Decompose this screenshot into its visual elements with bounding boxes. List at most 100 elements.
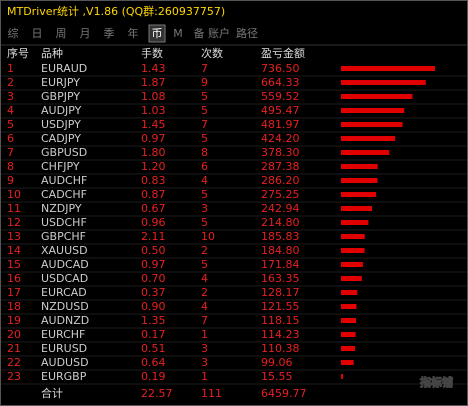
trades: 7 xyxy=(201,314,208,327)
row-index: 5 xyxy=(7,118,14,131)
trades: 2 xyxy=(201,244,208,257)
row-index: 16 xyxy=(7,272,21,285)
symbol: XAUUSD xyxy=(41,244,88,257)
profit-bar xyxy=(341,150,390,155)
symbol: EURAUD xyxy=(41,62,87,75)
tab[interactable]: 日 xyxy=(32,27,43,40)
tab-highlight xyxy=(148,24,166,43)
tab[interactable]: 季 xyxy=(104,27,115,40)
column-header: 盈亏金额 xyxy=(261,46,305,60)
row-index: 23 xyxy=(7,370,21,383)
profit: 275.25 xyxy=(261,188,300,201)
column-header: 序号 xyxy=(7,46,29,60)
row-index: 22 xyxy=(7,356,21,369)
profit: 128.17 xyxy=(261,286,300,299)
profit-bar xyxy=(341,178,378,183)
lots: 0.51 xyxy=(141,342,166,355)
profit: 664.33 xyxy=(261,76,300,89)
profit-bar xyxy=(341,94,413,99)
lots: 1.20 xyxy=(141,160,166,173)
lots: 0.83 xyxy=(141,174,166,187)
lots: 0.97 xyxy=(141,258,166,271)
total-label: 合计 xyxy=(41,386,63,400)
profit: 286.20 xyxy=(261,174,300,187)
trades: 3 xyxy=(201,356,208,369)
profit-bar xyxy=(341,122,403,127)
tab[interactable]: 账户 xyxy=(208,26,230,40)
symbol: USDCHF xyxy=(41,216,87,229)
tab[interactable]: 备 xyxy=(194,26,205,40)
symbol: AUDCHF xyxy=(41,174,87,187)
profit: 118.15 xyxy=(261,314,300,327)
symbol: AUDNZD xyxy=(41,314,89,327)
profit: 15.55 xyxy=(261,370,293,383)
symbol: CADJPY xyxy=(41,132,81,145)
lots: 1.87 xyxy=(141,76,166,89)
profit-bar xyxy=(341,262,363,267)
lots: 0.17 xyxy=(141,328,166,341)
tab[interactable]: 币 xyxy=(152,27,163,40)
row-index: 20 xyxy=(7,328,21,341)
lots: 0.64 xyxy=(141,356,166,369)
lots: 0.50 xyxy=(141,244,166,257)
profit: 481.97 xyxy=(261,118,300,131)
symbol: EURCAD xyxy=(41,286,87,299)
profit: 184.80 xyxy=(261,244,300,257)
trades: 2 xyxy=(201,286,208,299)
trades: 4 xyxy=(201,174,208,187)
lots: 1.03 xyxy=(141,104,166,117)
lots: 1.43 xyxy=(141,62,166,75)
trades: 5 xyxy=(201,216,208,229)
trades: 7 xyxy=(201,62,208,75)
symbol: GBPUSD xyxy=(41,146,87,159)
total-value: 22.57 xyxy=(141,387,173,400)
tab[interactable]: 年 xyxy=(128,26,139,40)
lots: 0.96 xyxy=(141,216,166,229)
row-index: 11 xyxy=(7,202,21,215)
symbol: CHFJPY xyxy=(41,160,80,173)
profit-bar xyxy=(341,164,378,169)
lots: 1.08 xyxy=(141,90,166,103)
symbol: AUDJPY xyxy=(41,104,82,117)
profit-bar xyxy=(341,234,365,239)
trades: 8 xyxy=(201,146,208,159)
symbol: AUDCAD xyxy=(41,258,89,271)
profit-bar xyxy=(341,304,357,309)
profit: 495.47 xyxy=(261,104,300,117)
tab[interactable]: 月 xyxy=(80,27,91,40)
row-index: 8 xyxy=(7,160,14,173)
row-index: 14 xyxy=(7,244,21,257)
row-index: 3 xyxy=(7,90,14,103)
trades: 3 xyxy=(201,202,208,215)
symbol: EURGBP xyxy=(41,370,87,383)
symbol: AUDUSD xyxy=(41,356,89,369)
trades: 1 xyxy=(201,370,208,383)
tab[interactable]: 综 xyxy=(8,26,19,40)
profit: 736.50 xyxy=(261,62,300,75)
symbol: USDCAD xyxy=(41,272,88,285)
profit: 378.30 xyxy=(261,146,300,159)
profit: 287.38 xyxy=(261,160,300,173)
profit-bar xyxy=(341,220,369,225)
tab[interactable]: 路径 xyxy=(236,27,258,40)
profit-bar xyxy=(341,360,354,365)
row-index: 2 xyxy=(7,76,14,89)
row-index: 7 xyxy=(7,146,14,159)
tab[interactable]: 周 xyxy=(56,27,67,40)
lots: 0.70 xyxy=(141,272,166,285)
lots: 0.37 xyxy=(141,286,166,299)
profit-bar xyxy=(341,80,426,85)
symbol: NZDJPY xyxy=(41,202,82,215)
profit-bar xyxy=(341,276,362,281)
trades: 1 xyxy=(201,328,208,341)
symbol: USDJPY xyxy=(41,118,81,131)
column-header: 品种 xyxy=(41,46,63,60)
profit: 185.83 xyxy=(261,230,300,243)
lots: 0.97 xyxy=(141,132,166,145)
tab[interactable]: M xyxy=(173,27,183,40)
symbol: GBPCHF xyxy=(41,230,86,243)
profit-bar xyxy=(341,136,396,141)
column-header: 手数 xyxy=(141,46,163,60)
row-index: 21 xyxy=(7,342,21,355)
